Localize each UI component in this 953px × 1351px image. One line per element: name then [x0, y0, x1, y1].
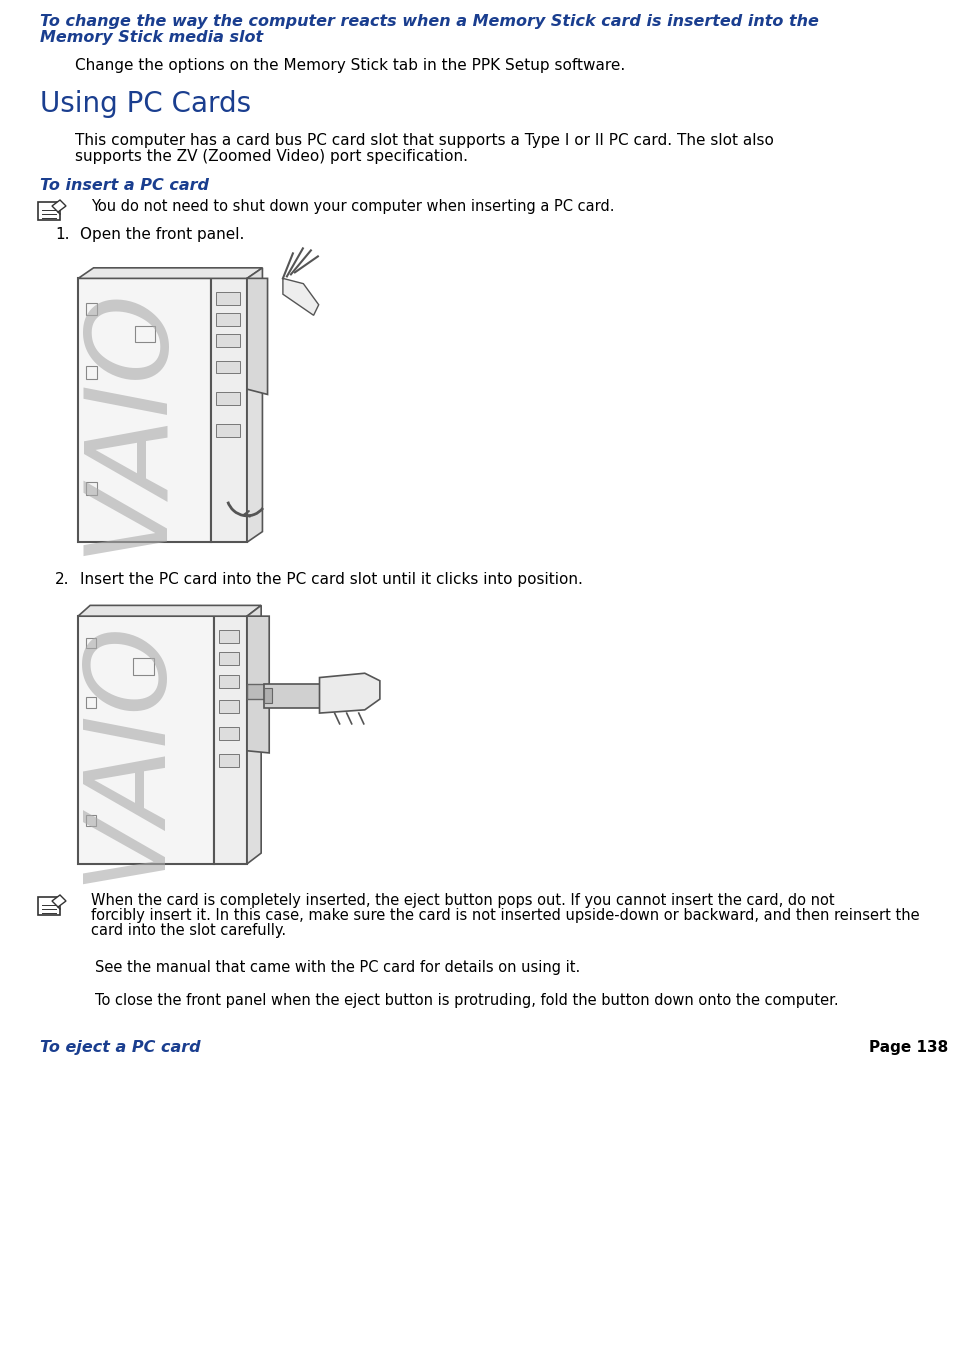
Polygon shape — [52, 894, 66, 907]
Text: You do not need to shut down your computer when inserting a PC card.: You do not need to shut down your comput… — [91, 199, 614, 213]
Text: 2.: 2. — [55, 571, 70, 586]
Polygon shape — [247, 616, 269, 753]
Bar — [247, 684, 269, 698]
Bar — [216, 361, 239, 373]
Polygon shape — [247, 605, 261, 863]
Polygon shape — [247, 267, 262, 542]
Text: Memory Stick media slot: Memory Stick media slot — [40, 30, 263, 45]
Bar — [216, 424, 239, 436]
Polygon shape — [283, 278, 318, 315]
Polygon shape — [264, 684, 359, 708]
Polygon shape — [78, 616, 213, 863]
Bar — [87, 366, 96, 378]
Text: To change the way the computer reacts when a Memory Stick card is inserted into : To change the way the computer reacts wh… — [40, 14, 818, 28]
Text: VAIO: VAIO — [71, 285, 183, 557]
Bar — [218, 630, 239, 643]
Bar — [218, 651, 239, 665]
Bar — [218, 727, 239, 740]
Bar — [216, 392, 239, 405]
Polygon shape — [78, 278, 211, 542]
Text: When the card is completely inserted, the eject button pops out. If you cannot i: When the card is completely inserted, th… — [91, 893, 834, 908]
Text: This computer has a card bus PC card slot that supports a Type I or II PC card. : This computer has a card bus PC card slo… — [75, 132, 773, 149]
Bar — [218, 700, 239, 713]
Bar — [216, 292, 239, 305]
Polygon shape — [52, 200, 66, 212]
Text: forcibly insert it. In this case, make sure the card is not inserted upside-down: forcibly insert it. In this case, make s… — [91, 908, 919, 923]
Bar — [86, 816, 96, 827]
Bar — [86, 697, 96, 708]
Bar — [216, 334, 239, 347]
Text: See the manual that came with the PC card for details on using it.: See the manual that came with the PC car… — [95, 961, 579, 975]
Polygon shape — [213, 616, 247, 863]
Polygon shape — [78, 605, 261, 616]
Bar — [38, 203, 60, 220]
Bar — [86, 638, 96, 648]
Text: Insert the PC card into the PC card slot until it clicks into position.: Insert the PC card into the PC card slot… — [80, 571, 582, 586]
Bar — [216, 313, 239, 326]
Text: To close the front panel when the eject button is protruding, fold the button do: To close the front panel when the eject … — [95, 993, 838, 1008]
Polygon shape — [211, 278, 247, 542]
Polygon shape — [319, 673, 379, 713]
Text: To insert a PC card: To insert a PC card — [40, 178, 209, 193]
Bar — [87, 482, 96, 494]
Text: VAIO: VAIO — [72, 617, 180, 884]
Text: Using PC Cards: Using PC Cards — [40, 91, 251, 118]
Polygon shape — [78, 267, 262, 278]
Polygon shape — [247, 278, 267, 394]
Bar — [87, 303, 96, 315]
Text: Page 138: Page 138 — [868, 1040, 947, 1055]
Text: supports the ZV (Zoomed Video) port specification.: supports the ZV (Zoomed Video) port spec… — [75, 149, 468, 163]
Text: card into the slot carefully.: card into the slot carefully. — [91, 923, 286, 938]
Bar — [38, 897, 60, 915]
Bar — [264, 688, 272, 704]
Text: 1.: 1. — [55, 227, 70, 242]
Bar — [134, 326, 154, 342]
Text: To eject a PC card: To eject a PC card — [40, 1040, 200, 1055]
Bar — [218, 676, 239, 688]
Text: Change the options on the Memory Stick tab in the PPK Setup software.: Change the options on the Memory Stick t… — [75, 58, 624, 73]
Bar — [218, 754, 239, 767]
Bar — [133, 658, 153, 676]
Text: Open the front panel.: Open the front panel. — [80, 227, 244, 242]
